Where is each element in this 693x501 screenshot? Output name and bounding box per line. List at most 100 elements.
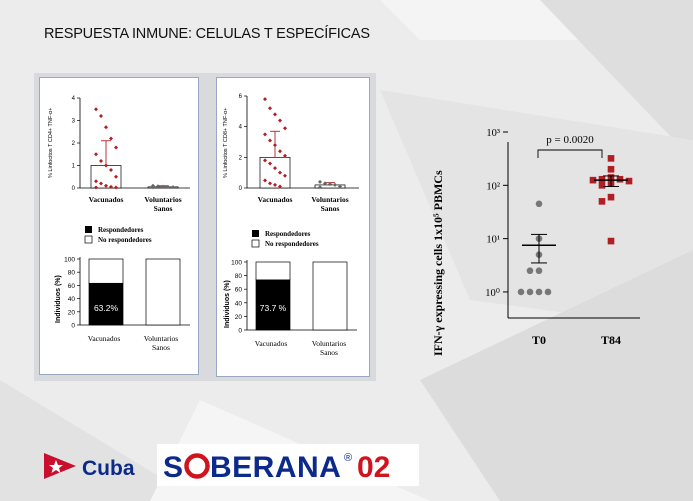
- ifn-gamma-chart: 10⁰ 10¹ 10² 10³ IFN-γ expressing cells 1x10…: [431, 128, 640, 356]
- significance-bracket: [537, 149, 603, 158]
- bar-y-tick-label: 20: [68, 309, 76, 316]
- bar-y-tick-label: 0: [238, 328, 242, 335]
- y-axis-label: IFN-γ expressing cells 1x10⁵ PBMCs: [431, 170, 445, 356]
- data-point: [268, 181, 272, 186]
- data-point: [607, 155, 615, 162]
- y-axis-label: % Linfocitos T CD8+ TNF-α+: [223, 108, 229, 178]
- soberana-registered: ®: [344, 452, 352, 464]
- data-point: [616, 175, 624, 183]
- legend-no-respondedores: No respondedores: [265, 240, 319, 248]
- x-tick-label-voluntarios-l1: Voluntarios: [144, 195, 181, 204]
- y-tick-label: 4: [239, 125, 243, 131]
- cd8-scatter-plot: 0 2 4 6 % Linfocitos T CD8+ TNF-α+ Vacunado…: [223, 94, 359, 213]
- bar-value-label: 63.2%: [94, 303, 119, 313]
- data-point: [109, 136, 113, 141]
- data-point: [283, 153, 287, 158]
- data-point: [517, 288, 525, 296]
- bar-segment: [255, 279, 291, 331]
- y-tick-label: 10¹: [486, 235, 500, 246]
- data-point: [278, 170, 282, 175]
- data-point: [625, 177, 633, 185]
- legend-no-respondedores: No respondedores: [98, 236, 152, 244]
- data-point: [166, 184, 170, 189]
- cuba-logo: Cuba: [44, 453, 135, 480]
- bar-segment: [312, 261, 348, 331]
- data-point: [268, 161, 272, 166]
- data-point: [268, 138, 272, 143]
- x-tick-label-vacunados: Vacunados: [258, 195, 293, 204]
- legend-swatch-respondedores: [85, 226, 92, 233]
- data-point: [109, 168, 113, 172]
- data-point: [94, 179, 98, 184]
- data-point: [114, 185, 118, 190]
- data-point: [535, 267, 543, 275]
- bar-segment: [88, 282, 124, 326]
- bar-y-tick-label: 0: [71, 323, 75, 330]
- data-point: [104, 163, 108, 168]
- data-point: [109, 184, 113, 189]
- x-tick-label-vacunados: Vacunados: [89, 195, 124, 204]
- soberana-letter-s: S: [163, 451, 183, 484]
- bar-x-label-vacunados: Vacunados: [88, 334, 121, 343]
- bar-y-tick-label: 60: [68, 283, 76, 290]
- legend-respondedores: Respondedores: [265, 230, 311, 238]
- x-tick-label-voluntarios: Voluntarios Sanos: [311, 195, 348, 213]
- bar-y-tick-label: 100: [64, 257, 75, 264]
- data-point: [607, 237, 615, 245]
- y-tick-label: 2: [239, 155, 243, 161]
- data-point: [99, 114, 103, 118]
- data-point: [607, 193, 615, 201]
- data-point: [544, 288, 552, 296]
- soberana-word: BERANA: [210, 451, 341, 484]
- bar-segment: [145, 258, 181, 326]
- bar-y-tick-label: 80: [235, 273, 243, 280]
- x-tick-label-voluntarios: Voluntarios Sanos: [144, 195, 181, 213]
- y-tick-label: 1: [72, 164, 76, 170]
- cuba-logo-text: Cuba: [82, 457, 135, 480]
- data-point: [94, 185, 98, 190]
- y-tick-label: 0: [72, 186, 76, 192]
- data-point: [333, 182, 337, 187]
- y-tick-label: 3: [72, 119, 76, 125]
- x-tick-label-t84: T84: [601, 333, 621, 347]
- cd4-scatter-plot: 0 1 2 3 4 % Linfocitos T CD4+ TNF-α+ Vacunad…: [48, 96, 190, 213]
- y-axis-label: % Linfocitos T CD4+ TNF-α+: [48, 108, 54, 178]
- bar-y-axis-label: Individuos (%): [224, 280, 231, 328]
- y-tick-label: 0: [239, 186, 243, 192]
- legend-swatch-no-respondedores: [251, 239, 260, 248]
- bar-y-tick-label: 40: [235, 300, 243, 307]
- data-point: [114, 174, 118, 179]
- data-point: [114, 145, 118, 150]
- data-point: [94, 107, 98, 112]
- bar-x-label-vacunados: Vacunados: [255, 339, 288, 348]
- bar-segment: [88, 258, 124, 284]
- data-point: [318, 185, 322, 190]
- data-point: [99, 181, 103, 186]
- slide-title: RESPUESTA INMUNE: CELULAS T ESPECÍFICAS: [44, 26, 370, 42]
- bar-y-tick-label: 80: [68, 270, 76, 277]
- bar-x-label-voluntarios: Voluntarios Sanos: [144, 334, 179, 352]
- data-point: [338, 184, 342, 189]
- bar-y-axis-label: Individuos (%): [55, 275, 62, 323]
- y-tick-label: 4: [72, 96, 76, 102]
- y-tick-label: 10⁰: [485, 287, 501, 299]
- bar-y-tick-label: 40: [68, 296, 76, 303]
- data-point: [263, 97, 267, 102]
- data-point: [607, 165, 615, 173]
- bar-y-tick-label: 100: [231, 260, 242, 267]
- bar-x-label-voluntarios: Voluntarios Sanos: [312, 339, 347, 357]
- data-point: [268, 106, 272, 111]
- legend-swatch-respondedores: [252, 230, 259, 237]
- data-point: [535, 288, 543, 296]
- mean-bar: [259, 156, 291, 189]
- data-point: [99, 159, 103, 163]
- data-point: [283, 126, 287, 131]
- data-point: [598, 198, 606, 205]
- bar-value-label: 73.7 %: [260, 303, 287, 313]
- data-point: [104, 183, 108, 188]
- legend-swatch-no-respondedores: [84, 235, 93, 244]
- data-point: [323, 181, 327, 186]
- cd8-subpanel: 0 2 4 6 % Linfocitos T CD8+ TNF-α+ Vacunado…: [216, 77, 370, 377]
- x-tick-label-t0: T0: [532, 333, 546, 347]
- data-point: [526, 267, 534, 275]
